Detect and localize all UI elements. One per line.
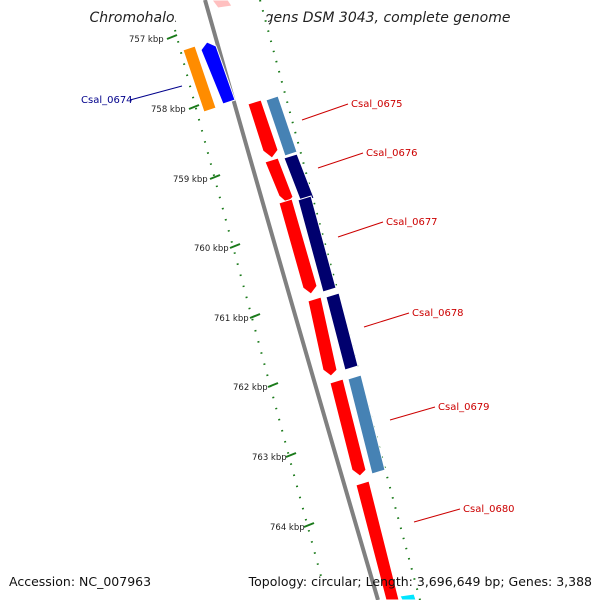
scale-label-757: 757 kbp xyxy=(129,35,164,45)
gene-label-csal-0679[interactable]: Csal_0679 xyxy=(438,402,490,413)
scale-tick xyxy=(229,243,241,249)
gene-label-csal-0675[interactable]: Csal_0675 xyxy=(351,99,403,110)
scale-label-764: 764 kbp xyxy=(270,523,305,533)
gene-label-leader-line xyxy=(337,221,384,238)
gene-label-csal-0680[interactable]: Csal_0680 xyxy=(463,504,515,515)
scale-label-760: 760 kbp xyxy=(194,244,229,254)
gene-label-leader-line xyxy=(317,152,364,169)
gene-label-csal-0674[interactable]: Csal_0674 xyxy=(81,95,133,106)
scale-tick xyxy=(188,104,200,110)
gene-csal-0678-navy[interactable] xyxy=(325,292,359,371)
scale-tick xyxy=(209,174,221,180)
scale-tick xyxy=(249,313,261,319)
scale-tick xyxy=(285,452,297,458)
gene-label-leader-line xyxy=(301,103,349,121)
gene-csal-0677-navy[interactable] xyxy=(297,195,337,293)
gene-top-partial[interactable] xyxy=(211,0,233,9)
scale-tick xyxy=(267,382,279,388)
gene-csal-0675-steel[interactable] xyxy=(265,95,298,157)
gene-csal-0679-steel[interactable] xyxy=(347,374,386,475)
genome-summary-text: Topology: circular; Length: 3,696,649 bp… xyxy=(248,574,592,589)
gene-label-leader-line xyxy=(363,312,410,328)
gene-csal-0676-navy[interactable] xyxy=(283,153,315,203)
gene-csal-0679-red[interactable] xyxy=(329,378,367,477)
gene-label-leader-line xyxy=(413,508,461,523)
scale-label-762: 762 kbp xyxy=(233,383,268,393)
gene-label-csal-0676[interactable]: Csal_0676 xyxy=(366,148,418,159)
gene-csal-0680-red[interactable] xyxy=(355,480,400,600)
scale-tick xyxy=(303,522,315,528)
gene-csal-0678-red[interactable] xyxy=(307,296,338,377)
gene-label-leader-line xyxy=(389,406,436,421)
scale-label-761: 761 kbp xyxy=(214,314,249,324)
gene-label-leader-line xyxy=(129,85,183,101)
scale-tick xyxy=(166,34,178,40)
gene-csal-0675-red[interactable] xyxy=(247,99,279,159)
gene-csal-0674-orange[interactable] xyxy=(182,45,217,113)
scale-label-763: 763 kbp xyxy=(252,453,287,463)
gene-bottom-cyan[interactable] xyxy=(399,593,417,600)
gene-csal-0674-blue[interactable] xyxy=(200,41,236,105)
gene-label-csal-0677[interactable]: Csal_0677 xyxy=(386,217,438,228)
gene-label-csal-0678[interactable]: Csal_0678 xyxy=(412,308,464,319)
accession-text: Accession: NC_007963 xyxy=(9,574,152,589)
scale-label-759: 759 kbp xyxy=(173,175,208,185)
gene-csal-0677-red[interactable] xyxy=(278,198,318,295)
scale-label-758: 758 kbp xyxy=(151,105,186,115)
